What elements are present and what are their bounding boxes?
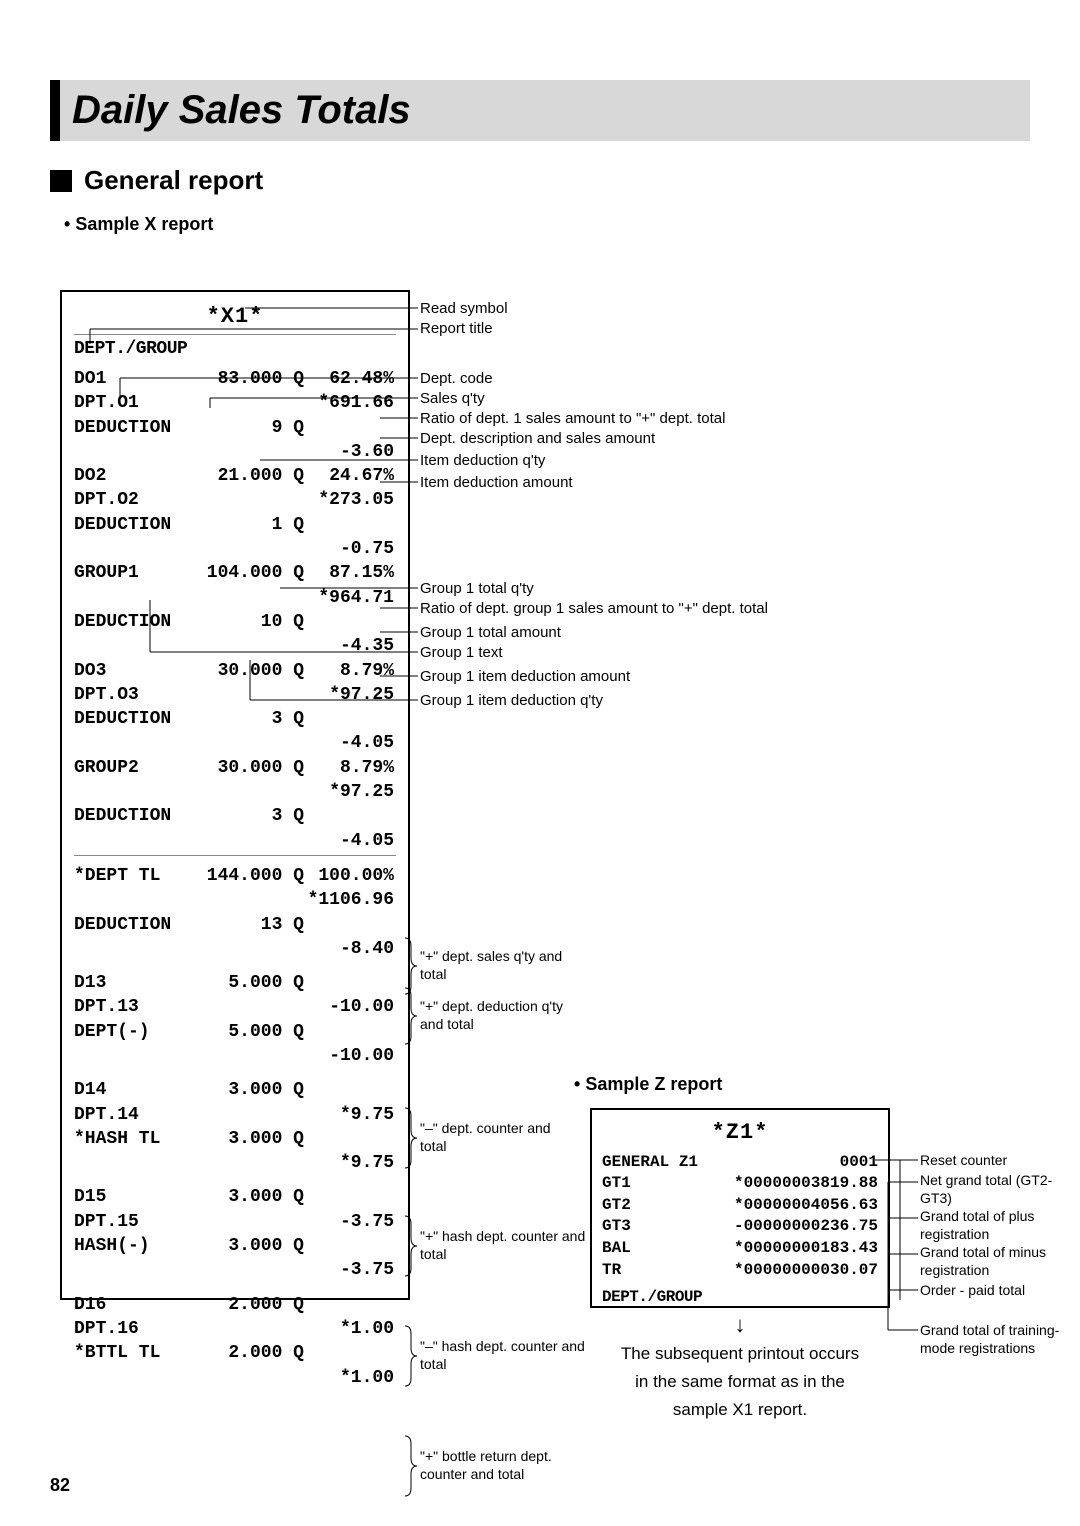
receipt-x: *X1* DEPT./GROUP DO183.000 Q62.48%DPT.O1… (60, 290, 410, 1300)
z-arrow-block: ↓ The subsequent printout occurs in the … (590, 1310, 890, 1420)
receipt-row: *964.71 (74, 586, 396, 610)
anno-grand-plus: Grand total of plus registration (920, 1208, 1060, 1243)
receipt-row: DO330.000 Q8.79% (74, 659, 396, 683)
receipt-row: GT2*00000004056.63 (602, 1195, 878, 1217)
receipt-row: D143.000 Q (74, 1078, 396, 1102)
arrow-down-icon: ↓ (590, 1314, 890, 1336)
title-banner: Daily Sales Totals (50, 80, 1030, 141)
receipt-z: *Z1* GENERAL Z10001GT1*00000003819.88GT2… (590, 1108, 890, 1308)
page-title: Daily Sales Totals (72, 88, 1018, 133)
anno-g1-text: Group 1 text (420, 644, 503, 663)
receipt-row: HASH(-)3.000 Q (74, 1234, 396, 1258)
receipt-row: D153.000 Q (74, 1185, 396, 1209)
sample-x-label: Sample X report (64, 214, 1030, 235)
receipt-row: -10.00 (74, 1044, 396, 1068)
receipt-row: GT1*00000003819.88 (602, 1173, 878, 1195)
receipt-row: DPT.15-3.75 (74, 1210, 396, 1234)
anno-g1-ded-amt: Group 1 item deduction amount (420, 668, 630, 687)
section-header: General report (50, 165, 1030, 196)
receipt-row: DO183.000 Q62.48% (74, 367, 396, 391)
receipt-row: *HASH TL3.000 Q (74, 1127, 396, 1151)
anno-g1-ratio: Ratio of dept. group 1 sales amount to "… (420, 600, 768, 619)
receipt-row: -3.60 (74, 440, 396, 464)
receipt-row: DEDUCTION1 Q (74, 513, 396, 537)
receipt-row: TR*00000000030.07 (602, 1260, 878, 1282)
anno-item-ded-qty: Item deduction q'ty (420, 452, 545, 471)
sample-z-label: Sample Z report (574, 1074, 722, 1095)
anno-plus-bottle: "+" bottle return dept. counter and tota… (420, 1448, 600, 1483)
square-bullet-icon (50, 170, 72, 192)
anno-sales-qty: Sales q'ty (420, 390, 485, 409)
z-note-3: sample X1 report. (590, 1400, 890, 1420)
receipt-row: DPT.13-10.00 (74, 995, 396, 1019)
receipt-row: -4.35 (74, 634, 396, 658)
receipt-row: DEDUCTION3 Q (74, 804, 396, 828)
receipt-row: -0.75 (74, 537, 396, 561)
receipt-row: *DEPT TL144.000 Q100.00% (74, 864, 396, 888)
receipt-row: GROUP1104.000 Q87.15% (74, 561, 396, 585)
receipt-row: DEDUCTION13 Q (74, 913, 396, 937)
receipt-z-footer: DEPT./GROUP (602, 1287, 878, 1309)
receipt-x-title: DEPT./GROUP (74, 337, 396, 361)
anno-read-symbol: Read symbol (420, 300, 508, 319)
receipt-x-rows: DO183.000 Q62.48%DPT.O1*691.66DEDUCTION9… (74, 367, 396, 1390)
receipt-row: -8.40 (74, 937, 396, 961)
receipt-row: DPT.16*1.00 (74, 1317, 396, 1341)
anno-plus-hash: "+" hash dept. counter and total (420, 1228, 590, 1263)
receipt-row: D135.000 Q (74, 971, 396, 995)
receipt-z-rows: GENERAL Z10001GT1*00000003819.88GT2*0000… (602, 1152, 878, 1282)
receipt-row: DPT.14*9.75 (74, 1103, 396, 1127)
section-title: General report (84, 165, 263, 196)
anno-g1-tot-qty: Group 1 total q'ty (420, 580, 534, 599)
receipt-row: DEDUCTION3 Q (74, 707, 396, 731)
z-note-2: in the same format as in the (590, 1372, 890, 1392)
receipt-row: BAL*00000000183.43 (602, 1238, 878, 1260)
receipt-row: DO221.000 Q24.67% (74, 464, 396, 488)
anno-g1-tot-amt: Group 1 total amount (420, 624, 561, 643)
anno-grand-minus: Grand total of minus registration (920, 1244, 1070, 1279)
receipt-row: -4.05 (74, 731, 396, 755)
receipt-row: DPT.O1*691.66 (74, 391, 396, 415)
anno-minus-dept: "–" dept. counter and total (420, 1120, 570, 1155)
receipt-row: -3.75 (74, 1258, 396, 1282)
anno-plus-ded: "+" dept. deduction q'ty and total (420, 998, 580, 1033)
anno-item-ded-amt: Item deduction amount (420, 474, 573, 493)
z-note-1: The subsequent printout occurs (590, 1344, 890, 1364)
receipt-z-header: *Z1* (602, 1118, 878, 1148)
receipt-row: DEPT(-)5.000 Q (74, 1020, 396, 1044)
receipt-row: *1106.96 (74, 888, 396, 912)
anno-plus-sales: "+" dept. sales q'ty and total (420, 948, 570, 983)
receipt-row: D162.000 Q (74, 1293, 396, 1317)
anno-dept-code: Dept. code (420, 370, 493, 389)
anno-report-title: Report title (420, 320, 493, 339)
receipt-row: DEDUCTION10 Q (74, 610, 396, 634)
receipt-row: GT3-00000000236.75 (602, 1216, 878, 1238)
receipt-row: *1.00 (74, 1366, 396, 1390)
receipt-row: DPT.O3*97.25 (74, 683, 396, 707)
receipt-row: DEDUCTION9 Q (74, 416, 396, 440)
anno-reset-counter: Reset counter (920, 1152, 1007, 1170)
anno-ratio1: Ratio of dept. 1 sales amount to "+" dep… (420, 410, 725, 429)
receipt-x-header: *X1* (74, 302, 396, 332)
receipt-row: DPT.O2*273.05 (74, 488, 396, 512)
anno-net-grand: Net grand total (GT2-GT3) (920, 1172, 1060, 1207)
receipt-row: *97.25 (74, 780, 396, 804)
anno-minus-hash: "–" hash dept. counter and total (420, 1338, 590, 1373)
receipt-row: GENERAL Z10001 (602, 1152, 878, 1174)
anno-grand-training: Grand total of training-mode registratio… (920, 1322, 1060, 1357)
receipt-row: *BTTL TL2.000 Q (74, 1341, 396, 1365)
anno-g1-ded-qty: Group 1 item deduction q'ty (420, 692, 603, 711)
page-number: 82 (50, 1475, 70, 1496)
receipt-row: -4.05 (74, 829, 396, 853)
receipt-row: *9.75 (74, 1151, 396, 1175)
receipt-row: GROUP230.000 Q8.79% (74, 756, 396, 780)
anno-dept-desc: Dept. description and sales amount (420, 430, 655, 449)
anno-order-paid: Order - paid total (920, 1282, 1025, 1300)
